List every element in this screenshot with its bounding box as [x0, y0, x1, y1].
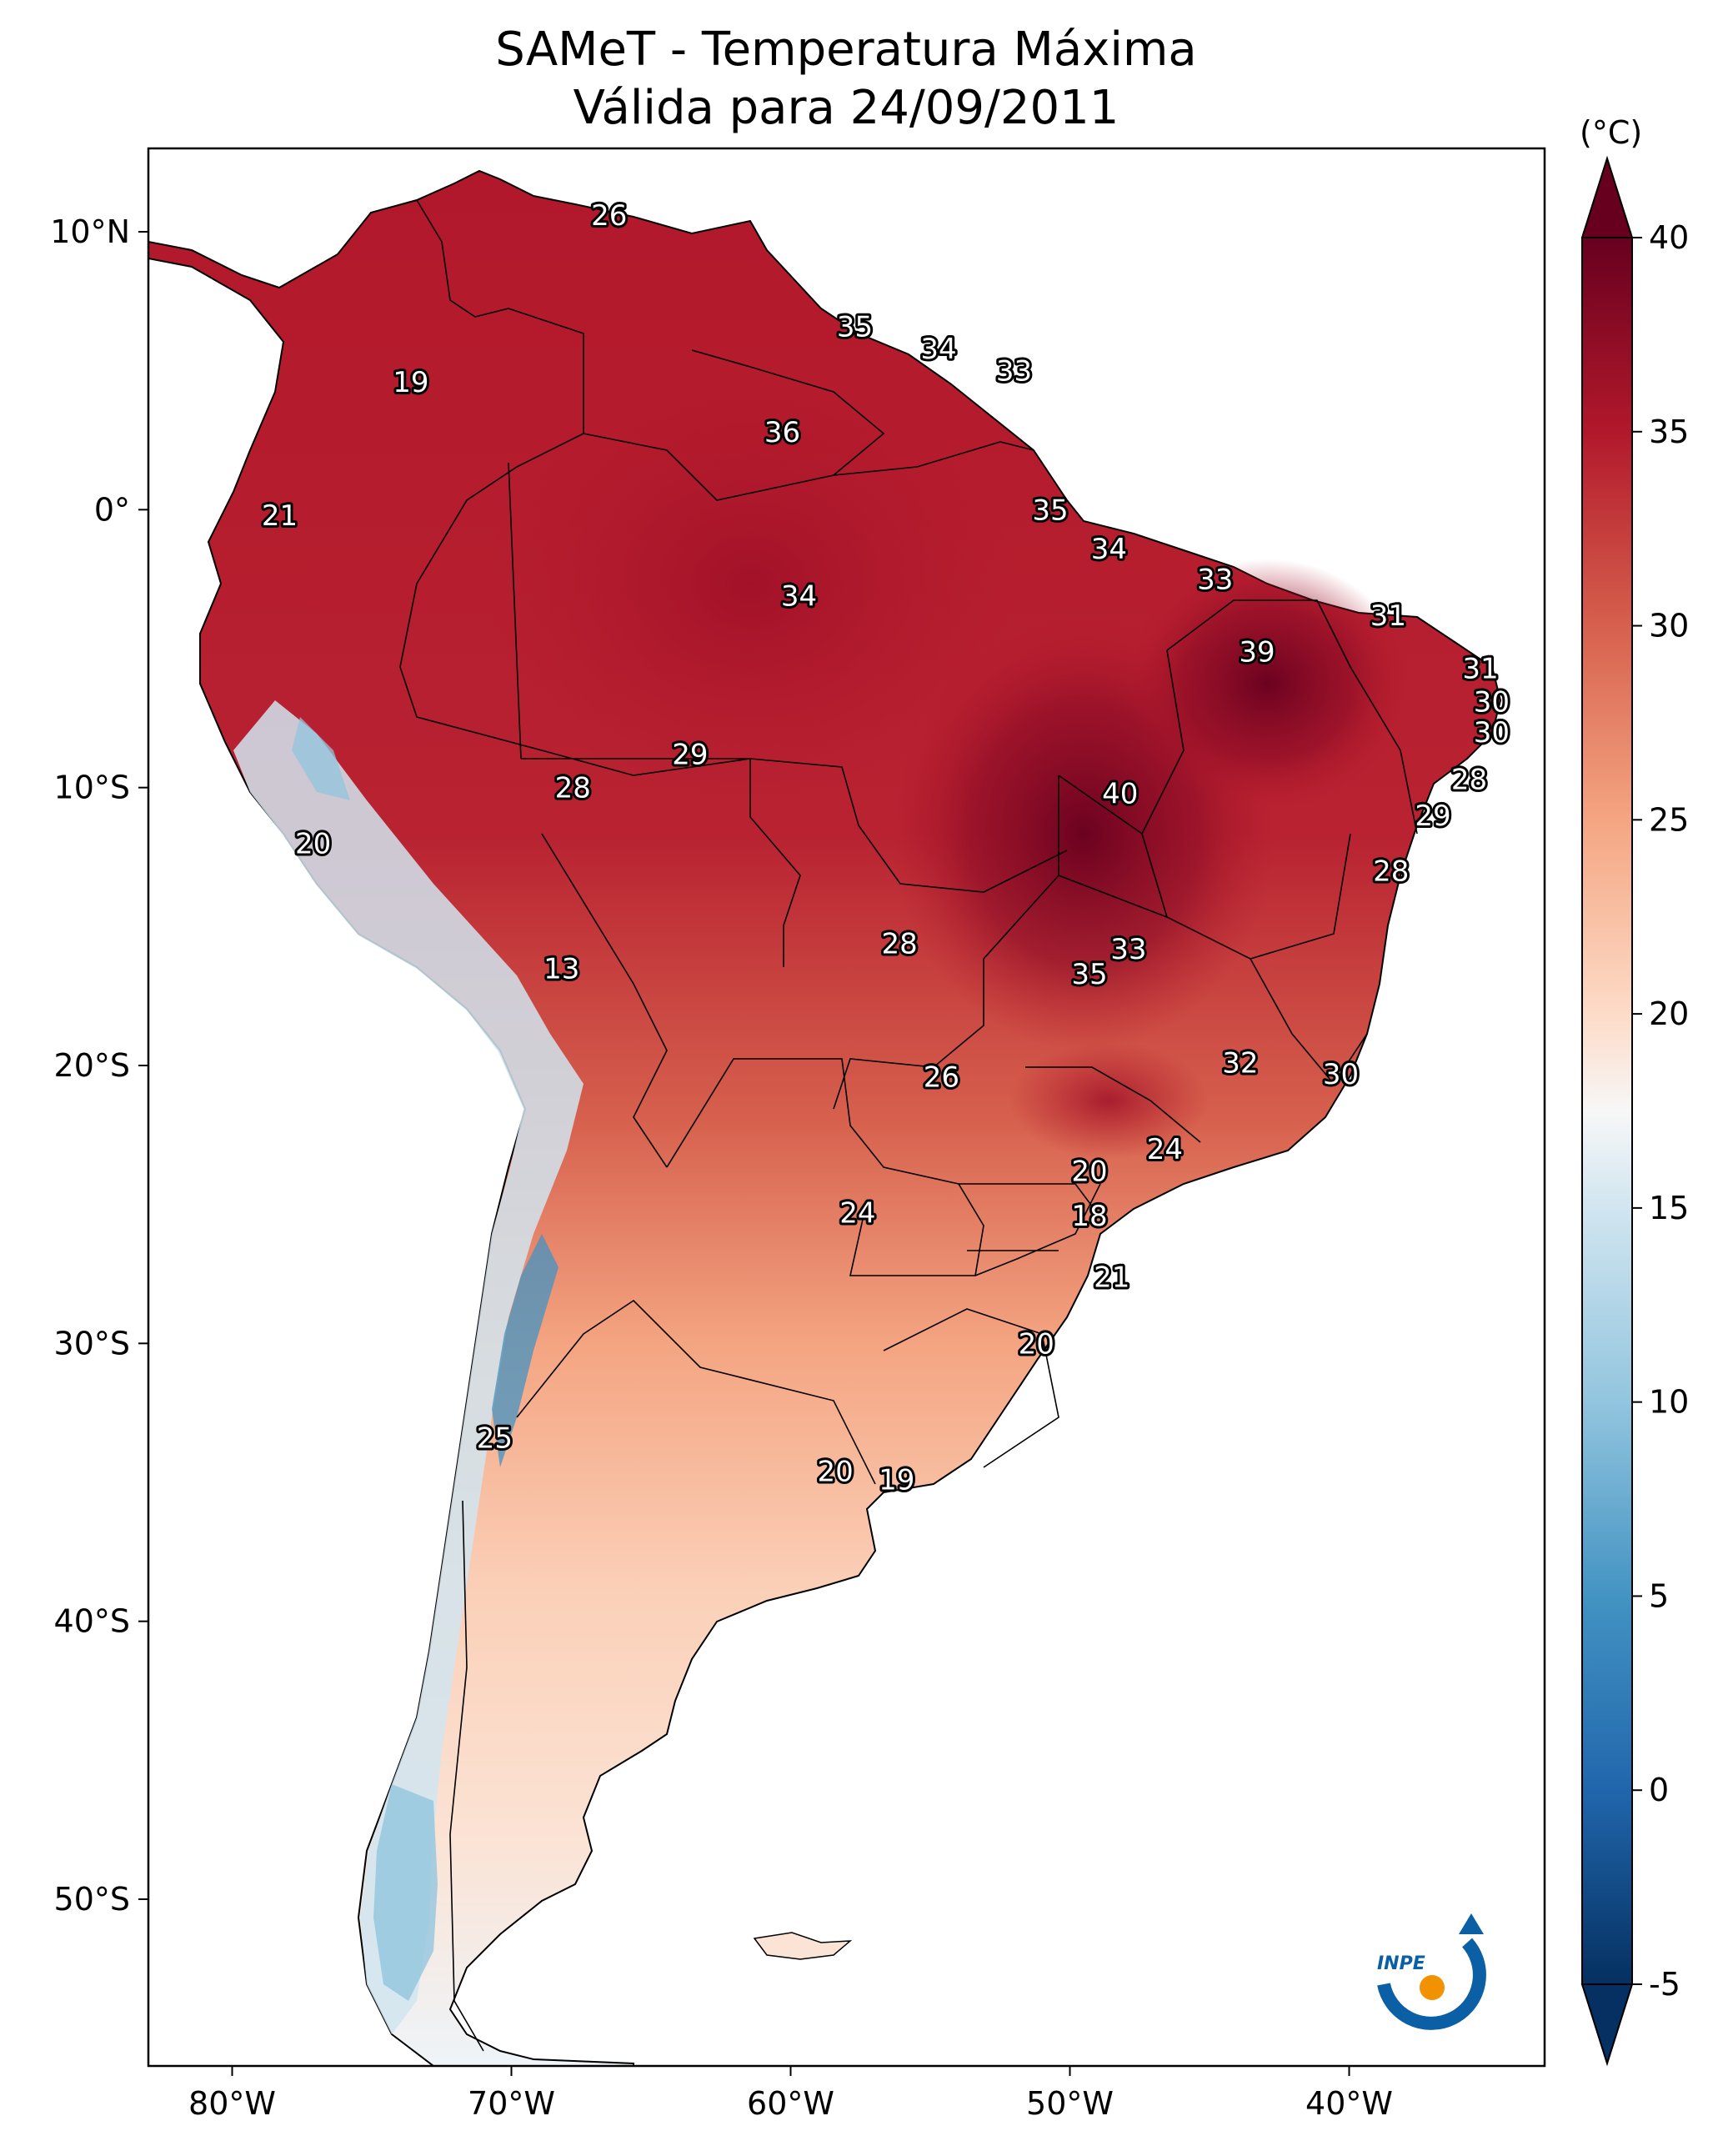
station-temperature-label: 18: [1071, 1200, 1107, 1233]
colorbar-tick-label: 20: [1649, 995, 1689, 1032]
colorbar-tick-label: 30: [1649, 608, 1689, 644]
colorbar-tick-label: 40: [1649, 219, 1689, 256]
inpe-logo: INPE: [1377, 1913, 1486, 2030]
station-temperature-label: 33: [996, 355, 1032, 389]
station-temperature-label: 34: [781, 580, 817, 614]
inpe-logo-text: INPE: [1377, 1953, 1425, 1974]
station-temperature-label: 30: [1323, 1058, 1359, 1091]
station-temperature-label: 21: [262, 499, 298, 533]
colorbar-unit-label: (°C): [1580, 114, 1642, 151]
station-temperature-label: 35: [837, 310, 873, 343]
station-temperature-label: 33: [1110, 933, 1146, 966]
station-temperature-label: 31: [1370, 599, 1406, 633]
hot-zone-amazon: [483, 367, 1017, 800]
station-temperature-label: 24: [1147, 1133, 1183, 1166]
colorbar-tick-label: 5: [1649, 1577, 1669, 1614]
lon-tick-label: 60°W: [747, 2085, 834, 2122]
longitude-axis: 80°W 70°W 60°W 50°W 40°W: [188, 2066, 1393, 2122]
station-temperature-label: 36: [764, 416, 800, 449]
station-temperature-label: 34: [1091, 533, 1127, 566]
lon-tick-label: 70°W: [468, 2085, 555, 2122]
station-temperature-label: 31: [1462, 652, 1498, 685]
station-temperature-label: 28: [1451, 764, 1487, 797]
colorbar-tick-label: 25: [1649, 801, 1689, 838]
hot-zone-southeast: [1009, 1042, 1209, 1159]
station-temperature-label: 34: [920, 333, 956, 366]
colorbar-extend-top: [1580, 155, 1634, 238]
station-temperature-label: 28: [555, 772, 591, 805]
colorbar-ticks: -5 0 5 10 15 20 25 30 35 40: [1632, 219, 1689, 2003]
colorbar-tick-label: 15: [1649, 1190, 1689, 1226]
lat-tick-label: 40°S: [54, 1603, 130, 1640]
inpe-logo-sun-dot: [1420, 1975, 1445, 2000]
andes-cool-band: [233, 700, 584, 2034]
colorbar-tick-label: 35: [1649, 414, 1689, 450]
lon-tick-label: 50°W: [1026, 2085, 1114, 2122]
colorbar-gradient: [1581, 237, 1633, 1985]
patagonia-cold-ridge: [373, 1784, 438, 2001]
lat-tick-label: 10°N: [50, 213, 130, 250]
colorbar-tick-label: -5: [1649, 1966, 1680, 2003]
station-temperature-label: 28: [1373, 855, 1409, 889]
colorbar: (°C) -5 0 5 10 15 20 25 30 35 40: [1580, 114, 1689, 2067]
lon-tick-label: 40°W: [1305, 2085, 1393, 2122]
station-temperature-label: 26: [924, 1060, 959, 1094]
peru-cold-ridge: [292, 717, 350, 800]
station-temperature-label: 20: [817, 1456, 853, 1489]
latitude-axis: 10°N 0° 10°S 20°S 30°S 40°S 50°S: [50, 213, 148, 1918]
lat-tick-label: 30°S: [54, 1325, 130, 1361]
station-temperature-label: 35: [1032, 494, 1068, 527]
station-temperature-label: 20: [1071, 1156, 1107, 1189]
station-temperature-label: 13: [543, 952, 579, 985]
station-temperature-label: 30: [1474, 685, 1510, 719]
station-temperature-label: 32: [1222, 1047, 1258, 1081]
map-title: SAMeT - Temperatura Máxima: [495, 23, 1197, 77]
inpe-logo-arrow: [1459, 1913, 1484, 1934]
country-borders: [399, 199, 1418, 2052]
station-temperature-label: 19: [879, 1464, 914, 1497]
station-temperature-label: 29: [672, 739, 708, 772]
colorbar-tick-label: 10: [1649, 1384, 1689, 1421]
station-temperature-label: 25: [477, 1422, 513, 1456]
colorbar-tick-label: 0: [1649, 1772, 1669, 1808]
lon-tick-label: 80°W: [188, 2085, 276, 2122]
station-temperature-label: 40: [1102, 777, 1138, 810]
lat-tick-label: 20°S: [54, 1047, 130, 1084]
station-temperature-label: 20: [1019, 1327, 1054, 1361]
map-subtitle-date: Válida para 24/09/2011: [573, 81, 1119, 135]
lat-tick-label: 50°S: [54, 1881, 130, 1918]
station-temperature-label: 33: [1197, 564, 1233, 597]
colorbar-extend-bottom: [1580, 1983, 1634, 2067]
inpe-logo-orbit-arc: [1377, 1938, 1486, 2030]
station-temperature-label: 26: [591, 199, 627, 233]
station-temperature-label: 39: [1239, 635, 1275, 669]
station-temperature-label: 19: [393, 366, 428, 399]
falkland-islands: [753, 1932, 853, 1960]
lat-tick-label: 0°: [94, 491, 130, 528]
station-temperature-label: 21: [1094, 1261, 1129, 1294]
station-temperature-label: 24: [839, 1197, 875, 1231]
station-temperature-label: 28: [882, 927, 918, 960]
station-temperature-label: 20: [295, 827, 331, 860]
station-temperature-label: 30: [1474, 716, 1510, 750]
station-temperature-label: 29: [1415, 800, 1450, 833]
station-temperature-label: 35: [1071, 958, 1107, 991]
map-frame: [147, 147, 1546, 2068]
hot-zone-northeast: [1125, 559, 1409, 809]
andes-cold-ridge: [492, 1234, 558, 1467]
lat-tick-label: 10°S: [54, 770, 130, 806]
